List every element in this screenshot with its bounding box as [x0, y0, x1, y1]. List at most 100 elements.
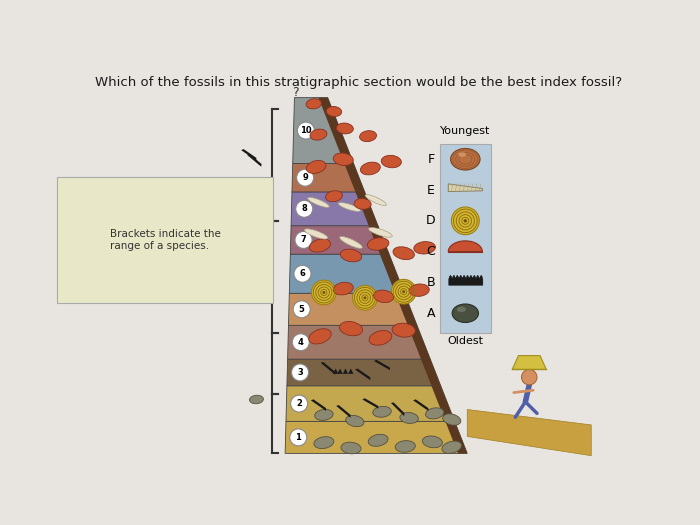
Circle shape	[452, 207, 480, 235]
Text: C: C	[426, 245, 435, 258]
Ellipse shape	[442, 441, 461, 454]
Circle shape	[290, 429, 307, 446]
Ellipse shape	[451, 149, 480, 170]
Text: ▲▲▲▲: ▲▲▲▲	[332, 368, 354, 374]
Circle shape	[292, 334, 309, 351]
Ellipse shape	[360, 162, 380, 175]
Polygon shape	[241, 149, 256, 161]
Text: 4: 4	[298, 338, 304, 346]
Ellipse shape	[365, 195, 386, 205]
Ellipse shape	[304, 229, 328, 239]
Polygon shape	[247, 154, 262, 167]
Polygon shape	[407, 326, 430, 359]
Text: A: A	[426, 307, 435, 320]
Circle shape	[522, 370, 537, 385]
Circle shape	[251, 267, 269, 286]
Circle shape	[293, 301, 310, 318]
Ellipse shape	[309, 239, 330, 252]
FancyBboxPatch shape	[440, 144, 491, 332]
Ellipse shape	[369, 228, 392, 237]
Text: Youngest: Youngest	[440, 126, 491, 136]
Polygon shape	[413, 400, 428, 411]
Circle shape	[297, 169, 314, 186]
Ellipse shape	[442, 414, 461, 425]
Ellipse shape	[458, 152, 466, 157]
Ellipse shape	[392, 323, 415, 337]
Polygon shape	[318, 98, 354, 163]
Ellipse shape	[307, 197, 329, 207]
Text: F: F	[427, 153, 435, 166]
Circle shape	[258, 275, 260, 277]
Ellipse shape	[368, 238, 389, 250]
Polygon shape	[374, 360, 390, 370]
Ellipse shape	[457, 307, 466, 312]
Ellipse shape	[340, 321, 363, 336]
Ellipse shape	[249, 395, 263, 404]
Polygon shape	[512, 355, 546, 370]
Polygon shape	[355, 369, 370, 380]
Ellipse shape	[382, 155, 401, 168]
Polygon shape	[445, 422, 468, 454]
Polygon shape	[395, 293, 417, 326]
Circle shape	[312, 280, 336, 305]
Polygon shape	[356, 192, 378, 226]
Text: 6: 6	[300, 269, 305, 278]
Polygon shape	[246, 203, 262, 208]
Polygon shape	[468, 410, 592, 456]
Text: 10: 10	[300, 126, 312, 135]
Polygon shape	[431, 386, 455, 422]
Ellipse shape	[326, 191, 342, 202]
Circle shape	[295, 201, 313, 217]
Circle shape	[353, 286, 377, 310]
Circle shape	[295, 232, 312, 248]
Polygon shape	[287, 359, 441, 386]
Text: D: D	[426, 214, 435, 227]
Polygon shape	[288, 293, 417, 326]
Ellipse shape	[326, 107, 342, 117]
Circle shape	[363, 297, 366, 299]
Polygon shape	[380, 254, 405, 293]
Polygon shape	[288, 326, 430, 359]
Ellipse shape	[341, 442, 361, 454]
Ellipse shape	[340, 236, 363, 248]
Text: Oldest: Oldest	[447, 337, 483, 347]
Ellipse shape	[333, 282, 354, 295]
Ellipse shape	[426, 408, 444, 419]
Text: 2: 2	[296, 399, 302, 408]
Circle shape	[402, 290, 405, 293]
Circle shape	[463, 219, 467, 223]
Polygon shape	[448, 184, 482, 192]
Ellipse shape	[414, 242, 435, 254]
Text: 3: 3	[298, 368, 303, 377]
Text: E: E	[427, 184, 435, 196]
Polygon shape	[344, 163, 365, 192]
Ellipse shape	[393, 247, 414, 260]
Circle shape	[294, 265, 311, 282]
Text: 9: 9	[302, 173, 308, 182]
Polygon shape	[336, 405, 351, 418]
Circle shape	[298, 122, 314, 139]
Polygon shape	[421, 359, 441, 386]
Ellipse shape	[333, 153, 354, 165]
Polygon shape	[291, 192, 378, 226]
Polygon shape	[290, 226, 389, 254]
Ellipse shape	[422, 436, 442, 448]
Text: ?: ?	[292, 86, 298, 99]
Ellipse shape	[374, 290, 393, 302]
Ellipse shape	[340, 249, 362, 262]
Text: Which of the fossils in this stratigraphic section would be the best index fossi: Which of the fossils in this stratigraph…	[95, 76, 622, 89]
Ellipse shape	[307, 161, 326, 173]
Text: 8: 8	[302, 204, 307, 213]
Polygon shape	[285, 422, 468, 454]
Ellipse shape	[309, 329, 331, 344]
Polygon shape	[293, 98, 354, 163]
Ellipse shape	[369, 331, 392, 345]
Circle shape	[391, 279, 416, 304]
Ellipse shape	[368, 434, 388, 446]
Ellipse shape	[360, 131, 377, 142]
Circle shape	[323, 291, 326, 294]
Ellipse shape	[409, 284, 429, 296]
Ellipse shape	[336, 123, 354, 134]
Polygon shape	[369, 226, 389, 254]
Ellipse shape	[346, 415, 364, 427]
